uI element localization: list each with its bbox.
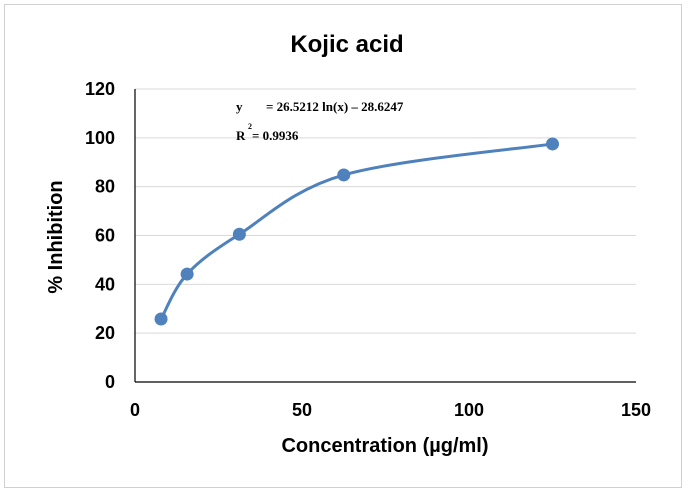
equation-prefix: y: [236, 99, 243, 114]
x-axis-label: Concentration (µg/ml): [281, 435, 488, 457]
y-tick-label: 120: [85, 79, 115, 99]
data-point-4: [337, 168, 351, 182]
r2-superscript: 2: [248, 122, 252, 131]
axes: [134, 89, 636, 383]
r2-value: = 0.9936: [252, 128, 299, 143]
y-tick-label: 80: [95, 177, 115, 197]
x-tick-label: 100: [454, 400, 484, 420]
data-point-3: [232, 227, 246, 241]
r-squared: R 2 = 0.9936: [236, 122, 299, 143]
x-tick-label: 50: [292, 400, 312, 420]
y-axis-label: % Inhibition: [45, 180, 67, 293]
data-point-1: [154, 312, 168, 326]
series-layer: [154, 137, 559, 326]
trendline-equation: y = 26.5212 ln(x) – 28.6247: [236, 99, 404, 114]
data-point-2: [180, 267, 194, 281]
y-tick-label: 0: [105, 372, 115, 392]
equation-body: = 26.5212 ln(x) – 28.6247: [266, 99, 404, 114]
x-tick-label: 0: [130, 400, 140, 420]
x-tick-labels: 0 50 100 150: [130, 400, 651, 420]
data-point-5: [546, 137, 559, 151]
chart-frame: [4, 4, 682, 488]
y-tick-label: 60: [95, 226, 115, 246]
r2-prefix: R: [236, 128, 246, 143]
y-tick-label: 100: [85, 128, 115, 148]
chart-title: Kojic acid: [290, 31, 403, 58]
series-line: [159, 142, 553, 320]
gridlines: [135, 88, 636, 334]
y-tick-label: 20: [95, 323, 115, 343]
y-tick-label: 40: [95, 274, 115, 294]
x-tick-label: 150: [621, 400, 651, 420]
y-tick-labels: 0 20 40 60 80 100 120: [85, 79, 115, 392]
